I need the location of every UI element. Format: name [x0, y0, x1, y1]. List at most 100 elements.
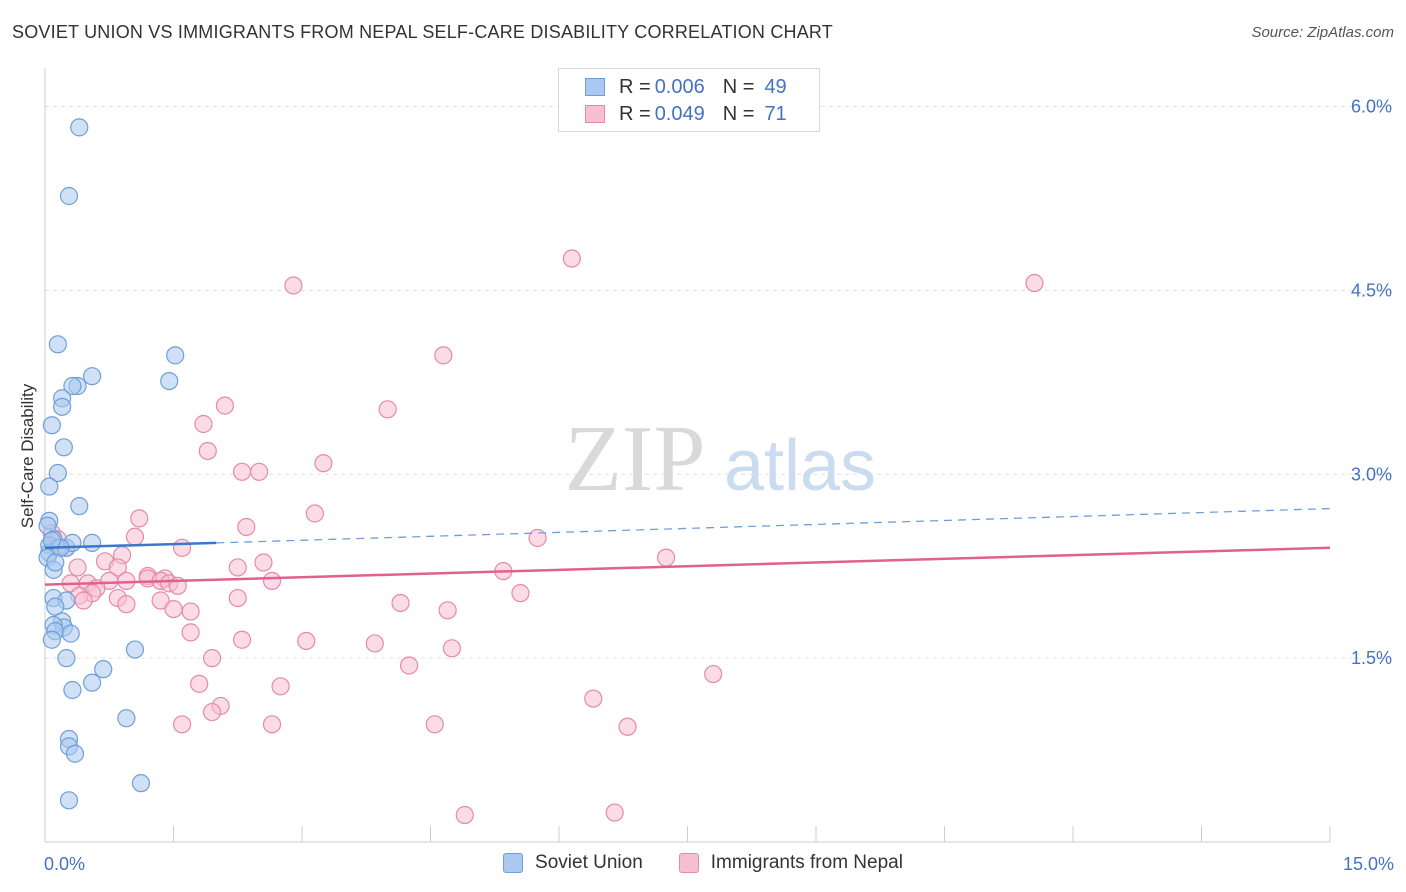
nepal-point	[194, 414, 213, 434]
nepal-point	[215, 396, 234, 415]
nepal-point	[378, 400, 397, 419]
y-tick-label: 4.5%	[1351, 280, 1392, 300]
watermark: ZIP atlas	[565, 407, 877, 511]
series-soviet-points	[38, 118, 185, 810]
nepal-trend-line	[44, 546, 1331, 586]
soviet-point	[53, 397, 72, 416]
soviet-point	[46, 553, 65, 572]
nepal-point	[125, 527, 145, 546]
stats-legend: R = 0.006 N = 49 R = 0.049 N = 71	[558, 68, 820, 132]
soviet-point	[70, 497, 89, 516]
nepal-point	[618, 717, 637, 736]
nepal-point	[584, 689, 603, 708]
nepal-point	[271, 677, 290, 696]
soviet-point	[160, 371, 179, 391]
y-axis-label: Self-Care Disability	[18, 383, 37, 529]
nepal-point	[164, 599, 183, 619]
nepal-point	[262, 571, 282, 591]
r-label: R =	[619, 102, 651, 125]
r-label: R =	[619, 75, 651, 98]
watermark-atlas: atlas	[724, 426, 876, 506]
legend-row-nepal: R = 0.049 N = 71	[585, 101, 787, 127]
soviet-trend-line	[44, 541, 217, 550]
axes	[44, 68, 1331, 843]
soviet-point	[83, 367, 102, 386]
nepal-point	[68, 558, 87, 577]
soviet-point	[59, 186, 79, 206]
legend-item-soviet[interactable]: Soviet Union	[503, 852, 643, 874]
nepal-point	[181, 602, 200, 621]
nepal-point	[425, 715, 444, 734]
y-tick-label: 6.0%	[1351, 97, 1392, 117]
soviet-point	[48, 463, 67, 483]
nepal-point	[202, 702, 222, 722]
grid-lines	[45, 106, 1390, 659]
nepal-point	[284, 276, 303, 295]
nepal-point	[314, 454, 333, 473]
soviet-point	[125, 640, 145, 659]
soviet-point	[42, 531, 61, 550]
nepal-point	[305, 504, 324, 523]
y-tick-label: 3.0%	[1351, 464, 1392, 484]
nepal-point	[198, 441, 217, 461]
tick-labels: 1.5% 3.0% 4.5% 6.0% 0.0% 15.0%	[44, 97, 1394, 874]
nepal-point	[250, 462, 269, 481]
nepal-point	[704, 664, 723, 684]
nepal-point	[528, 528, 547, 548]
soviet-point	[42, 416, 61, 435]
soviet-point	[63, 680, 82, 700]
n-value: 71	[764, 102, 787, 125]
soviet-point	[61, 624, 80, 643]
soviet-point	[83, 673, 102, 692]
nepal-point	[297, 631, 316, 651]
nepal-point	[228, 588, 247, 608]
nepal-swatch	[585, 105, 605, 123]
chart-title: SOVIET UNION VS IMMIGRANTS FROM NEPAL SE…	[12, 22, 833, 42]
soviet-point	[59, 791, 79, 810]
nepal-point	[391, 593, 410, 613]
legend-item-nepal[interactable]: Immigrants from Nepal	[678, 852, 903, 874]
nepal-point	[117, 595, 136, 614]
n-label: N =	[722, 75, 755, 98]
nepal-point	[1025, 273, 1044, 293]
nepal-point	[455, 805, 474, 825]
watermark-zip: ZIP	[565, 407, 706, 511]
soviet-point	[65, 744, 85, 763]
nepal-point	[511, 584, 530, 603]
nepal-point	[74, 591, 93, 610]
soviet-point	[57, 649, 76, 668]
x-tick-label-max: 15.0%	[1343, 854, 1394, 874]
nepal-legend-swatch	[678, 853, 699, 873]
nepal-point	[151, 591, 170, 610]
soviet-point	[117, 709, 136, 728]
soviet-point	[42, 630, 61, 649]
nepal-point	[399, 656, 419, 675]
x-tick-label-min: 0.0%	[44, 854, 85, 874]
soviet-point	[94, 660, 113, 679]
source-label: Source: ZipAtlas.com	[1251, 24, 1394, 41]
nepal-point	[108, 558, 127, 577]
nepal-point	[232, 630, 252, 649]
nepal-point	[254, 553, 273, 572]
soviet-trend-extension	[216, 507, 1331, 544]
y-tick-label: 1.5%	[1351, 648, 1392, 668]
soviet-point	[83, 533, 102, 553]
soviet-point	[40, 477, 59, 496]
nepal-point	[190, 674, 209, 693]
nepal-point	[605, 803, 624, 822]
nepal-point	[262, 715, 282, 734]
soviet-point	[70, 118, 89, 137]
nepal-point	[130, 509, 149, 528]
nepal-point	[228, 558, 247, 577]
soviet-legend-swatch	[503, 853, 524, 873]
nepal-point	[172, 715, 192, 734]
nepal-point	[232, 462, 252, 481]
soviet-point	[63, 376, 82, 396]
soviet-point	[54, 438, 73, 457]
nepal-point	[434, 346, 453, 365]
soviet-point	[46, 597, 65, 616]
series-nepal-points	[42, 249, 1044, 825]
r-value: 0.049	[654, 102, 705, 125]
legend-row-soviet: R = 0.006 N = 49	[585, 74, 787, 100]
